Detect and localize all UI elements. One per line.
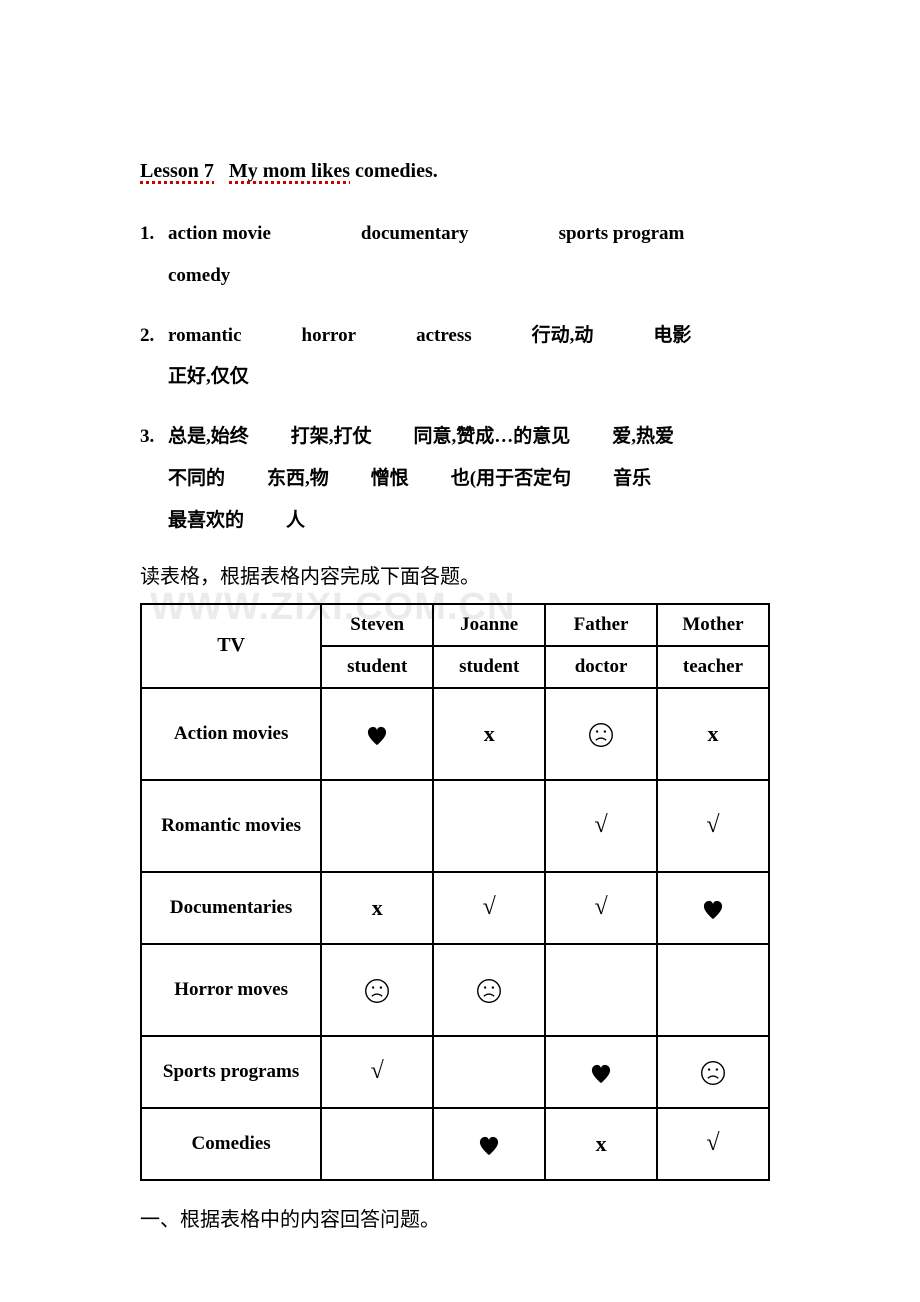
table-cell <box>657 872 769 944</box>
table-cell: x <box>657 688 769 780</box>
table-row-label: Horror moves <box>141 944 321 1036</box>
table-cell: x <box>433 688 545 780</box>
table-subheader: doctor <box>545 646 657 688</box>
vocab-item: horror <box>302 315 357 357</box>
table-subheader: student <box>321 646 433 688</box>
vocab-item: 也(用于否定句 <box>451 458 571 500</box>
check-icon: √ <box>371 1058 384 1084</box>
table-header: Father <box>545 604 657 646</box>
vocab-row-3: 3. 总是,始终 打架,打仗 同意,赞成…的意见 爱,热爱 不同的 东西,物 憎… <box>140 416 810 541</box>
sad-face-icon <box>588 722 614 748</box>
table-cell <box>321 688 433 780</box>
table-cell <box>545 944 657 1036</box>
table-cell <box>433 1036 545 1108</box>
vocab-item: 总是,始终 <box>168 416 249 458</box>
sad-face-icon <box>700 1060 726 1086</box>
table-cell: √ <box>433 872 545 944</box>
table-cell <box>657 944 769 1036</box>
heart-icon <box>702 900 724 920</box>
table-cell <box>321 780 433 872</box>
table-cell <box>321 944 433 1036</box>
check-icon: √ <box>594 894 607 920</box>
table-row-label: Documentaries <box>141 872 321 944</box>
table-cell <box>433 944 545 1036</box>
vocab-num: 3. <box>140 416 168 541</box>
vocab-item: 最喜欢的 <box>168 500 244 542</box>
vocab-item: sports program <box>559 213 685 255</box>
check-icon: √ <box>594 812 607 838</box>
tv-table: TV Steven Joanne Father Mother student s… <box>140 603 770 1181</box>
table-row-label: Romantic movies <box>141 780 321 872</box>
section-question: 一、根据表格中的内容回答问题。 <box>140 1203 810 1232</box>
vocab-item: documentary <box>361 213 469 255</box>
table-cell: √ <box>545 780 657 872</box>
x-icon: x <box>707 721 718 746</box>
vocab-item: 东西,物 <box>267 458 329 500</box>
table-cell <box>433 1108 545 1180</box>
x-icon: x <box>596 1131 607 1156</box>
table-cell: x <box>545 1108 657 1180</box>
x-icon: x <box>484 721 495 746</box>
lesson-title: Lesson 7 My mom likes comedies. <box>140 160 810 183</box>
table-instruction: 读表格，根据表格内容完成下面各题。 <box>140 560 810 589</box>
check-icon: √ <box>483 894 496 920</box>
sad-face-icon <box>364 978 390 1004</box>
heart-icon <box>590 1064 612 1084</box>
vocab-item: 不同的 <box>168 458 225 500</box>
table-cell <box>433 780 545 872</box>
check-icon: √ <box>706 1130 719 1156</box>
vocab-item: 正好,仅仅 <box>168 356 750 398</box>
table-header: Steven <box>321 604 433 646</box>
vocab-item: 同意,赞成…的意见 <box>414 416 571 458</box>
table-cell: x <box>321 872 433 944</box>
table-cell <box>321 1108 433 1180</box>
vocab-item: 行动,动 <box>532 315 594 357</box>
check-icon: √ <box>706 812 719 838</box>
table-cell: √ <box>657 780 769 872</box>
vocab-item: 人 <box>286 500 305 542</box>
vocab-item: romantic <box>168 315 242 357</box>
table-cell <box>657 1036 769 1108</box>
vocab-item: comedy <box>168 255 720 297</box>
vocab-item: 爱,热爱 <box>612 416 674 458</box>
table-cell: √ <box>321 1036 433 1108</box>
table-header: Joanne <box>433 604 545 646</box>
vocab-item: 电影 <box>653 315 691 357</box>
table-row-label: Action movies <box>141 688 321 780</box>
vocab-item: 打架,打仗 <box>291 416 372 458</box>
sad-face-icon <box>476 978 502 1004</box>
table-row-label: Sports programs <box>141 1036 321 1108</box>
lesson-name-underlined: My mom likes <box>229 160 350 182</box>
vocab-item: actress <box>416 315 472 357</box>
table-header: Mother <box>657 604 769 646</box>
table-row-label: Comedies <box>141 1108 321 1180</box>
vocab-item: 音乐 <box>613 458 651 500</box>
vocab-num: 1. <box>140 213 168 297</box>
table-subheader: teacher <box>657 646 769 688</box>
lesson-number: Lesson 7 <box>140 160 214 182</box>
vocab-num: 2. <box>140 315 168 399</box>
heart-icon <box>366 726 388 746</box>
table-cell <box>545 688 657 780</box>
vocab-row-2: 2. romantic horror actress 行动,动 电影 正好,仅仅 <box>140 315 810 399</box>
table-cell <box>545 1036 657 1108</box>
table-cell: √ <box>545 872 657 944</box>
lesson-name-rest: comedies. <box>350 160 438 182</box>
vocab-item: 憎恨 <box>371 458 409 500</box>
table-corner-label: TV <box>141 604 321 688</box>
table-cell: √ <box>657 1108 769 1180</box>
vocab-row-1: 1. action movie documentary sports progr… <box>140 213 810 297</box>
heart-icon <box>478 1136 500 1156</box>
vocab-item: action movie <box>168 213 271 255</box>
table-subheader: student <box>433 646 545 688</box>
x-icon: x <box>372 895 383 920</box>
